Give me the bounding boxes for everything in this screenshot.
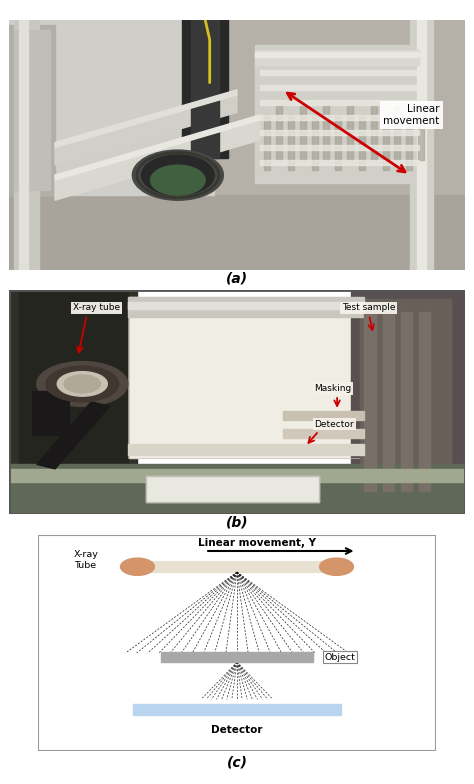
Bar bbox=[255, 49, 419, 65]
Bar bbox=[417, 20, 426, 270]
Bar bbox=[359, 115, 365, 170]
Bar bbox=[191, 20, 219, 158]
Ellipse shape bbox=[120, 558, 155, 575]
Bar bbox=[360, 299, 451, 495]
Bar bbox=[146, 476, 319, 503]
Bar bbox=[128, 297, 365, 458]
Bar bbox=[255, 55, 419, 175]
Bar bbox=[323, 105, 329, 160]
Bar bbox=[406, 115, 412, 170]
Polygon shape bbox=[55, 115, 260, 180]
Bar bbox=[128, 297, 365, 317]
Bar bbox=[264, 115, 270, 170]
Text: (b): (b) bbox=[226, 516, 248, 530]
Text: Linear
movement: Linear movement bbox=[383, 104, 439, 125]
Bar bbox=[419, 313, 430, 491]
Text: Detector: Detector bbox=[314, 419, 354, 429]
Bar bbox=[134, 561, 340, 572]
Text: Linear movement, Y: Linear movement, Y bbox=[198, 538, 316, 548]
Bar bbox=[161, 652, 313, 662]
Bar bbox=[18, 20, 27, 270]
Bar bbox=[146, 476, 319, 503]
Polygon shape bbox=[55, 90, 237, 147]
Bar bbox=[260, 85, 419, 90]
Text: (a): (a) bbox=[226, 271, 248, 285]
Bar bbox=[394, 105, 401, 160]
Text: Object: Object bbox=[325, 653, 356, 662]
Circle shape bbox=[37, 361, 128, 406]
Text: Detector: Detector bbox=[211, 724, 263, 735]
Bar bbox=[260, 70, 419, 74]
Bar bbox=[9, 469, 465, 482]
Bar bbox=[9, 24, 55, 195]
Ellipse shape bbox=[319, 558, 354, 575]
Bar bbox=[260, 100, 419, 105]
Bar bbox=[283, 429, 365, 437]
Bar bbox=[335, 115, 341, 170]
Bar bbox=[128, 303, 365, 309]
Bar bbox=[351, 290, 465, 514]
Bar bbox=[255, 53, 419, 57]
Bar bbox=[311, 115, 318, 170]
Polygon shape bbox=[55, 95, 237, 165]
Bar bbox=[401, 313, 412, 491]
Circle shape bbox=[46, 366, 118, 402]
Bar bbox=[383, 313, 394, 491]
Circle shape bbox=[141, 155, 214, 195]
Polygon shape bbox=[37, 402, 109, 469]
Bar bbox=[9, 195, 465, 270]
Bar bbox=[260, 160, 419, 165]
Text: (c): (c) bbox=[227, 755, 247, 769]
Bar bbox=[32, 390, 69, 435]
Text: X-ray tube: X-ray tube bbox=[73, 303, 120, 313]
Bar bbox=[9, 290, 137, 514]
Polygon shape bbox=[55, 120, 260, 200]
Circle shape bbox=[151, 165, 205, 195]
Circle shape bbox=[132, 150, 223, 200]
Bar bbox=[283, 411, 365, 419]
Bar bbox=[276, 105, 282, 160]
Bar bbox=[255, 45, 419, 183]
Bar bbox=[418, 105, 424, 160]
Bar bbox=[134, 704, 340, 715]
Bar bbox=[9, 20, 214, 195]
Bar bbox=[300, 105, 306, 160]
Circle shape bbox=[64, 375, 100, 393]
Bar bbox=[14, 20, 39, 270]
Bar bbox=[14, 30, 50, 191]
Bar bbox=[347, 105, 353, 160]
Circle shape bbox=[57, 372, 107, 396]
Bar bbox=[18, 290, 128, 514]
Text: Test sample: Test sample bbox=[342, 303, 395, 313]
Bar bbox=[128, 445, 365, 456]
Text: X-ray
Tube: X-ray Tube bbox=[74, 550, 99, 570]
Bar bbox=[128, 297, 365, 458]
Bar bbox=[371, 105, 377, 160]
Bar bbox=[383, 115, 389, 170]
Bar bbox=[260, 145, 419, 150]
Bar bbox=[260, 130, 419, 135]
Bar bbox=[410, 20, 433, 270]
Bar bbox=[288, 115, 294, 170]
Bar bbox=[260, 115, 419, 120]
Bar bbox=[365, 313, 376, 491]
Bar bbox=[182, 20, 228, 158]
Bar bbox=[9, 464, 465, 514]
Text: Masking: Masking bbox=[314, 384, 352, 393]
